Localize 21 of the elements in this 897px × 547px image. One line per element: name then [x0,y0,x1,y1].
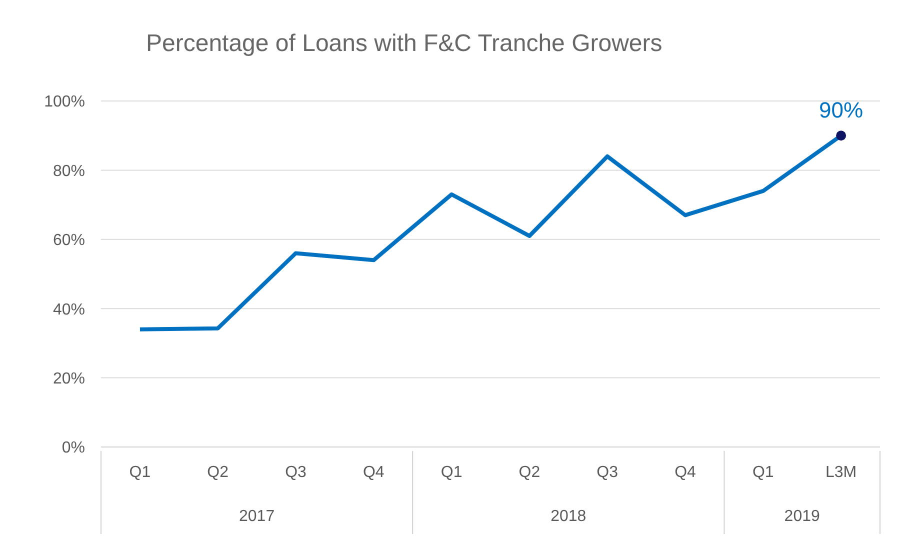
x-tick-label: Q4 [362,464,384,481]
text: 2017 [239,508,275,525]
text: 2019 [784,508,820,525]
x-tick-label: L3M [825,464,857,481]
chart-title: Percentage of Loans with F&C Tranche Growers [146,30,662,58]
y-tick-label: 80% [52,162,85,180]
data-label: 90% [819,98,864,123]
x-tick-label: Q1 [129,464,151,481]
x-tick-label: Q3 [285,464,307,481]
y-tick-label: 20% [52,370,85,388]
x-tick-label: Q4 [674,464,696,481]
y-tick-label: 100% [44,94,85,111]
y-tick-label: 60% [52,232,85,250]
text: 2018 [550,508,586,525]
y-tick-label: 0% [62,440,85,457]
x-tick-label: Q2 [518,464,540,481]
y-tick-label: 40% [52,301,85,318]
x-tick-label: Q1 [440,464,462,481]
x-tick-label: Q2 [207,464,229,481]
x-tick-label: Q3 [596,464,618,481]
x-tick-label: Q1 [752,464,774,481]
